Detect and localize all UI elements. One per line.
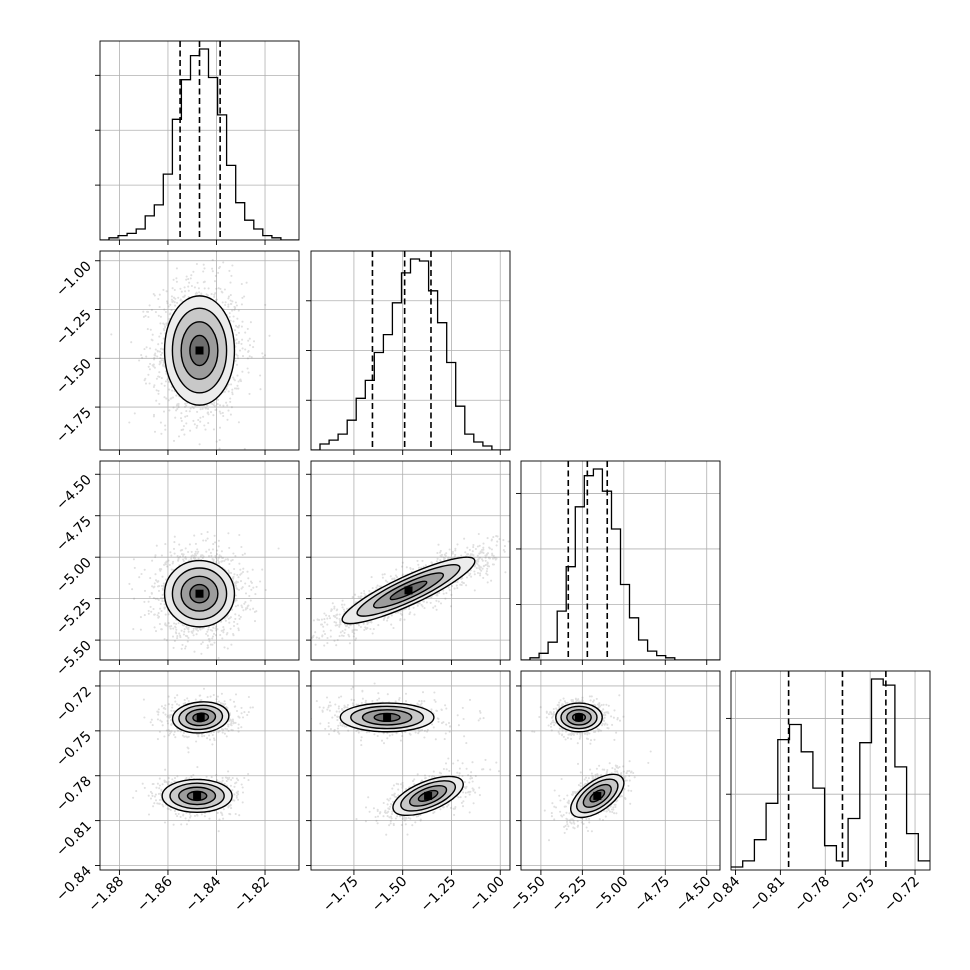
x-tick-label: −1.75 <box>320 874 362 916</box>
density-peak <box>424 791 433 800</box>
x-tick-label: −0.78 <box>791 874 833 916</box>
x-tick-label: −1.00 <box>466 874 508 916</box>
scatter-panel-4-1-data <box>132 687 254 833</box>
y-tick-label: −4.75 <box>53 513 95 555</box>
y-tick-label: −4.50 <box>53 472 95 514</box>
x-tick-label: −1.25 <box>418 874 460 916</box>
histogram-panel-1-frame <box>99 40 300 241</box>
y-tick-label: −5.50 <box>53 638 95 680</box>
histogram-panel-3-frame <box>520 460 721 661</box>
scatter-panel-4-1-frame <box>99 670 300 871</box>
scatter-panel-2-1-data <box>110 259 271 450</box>
scatter-panel-4-2-background <box>311 671 510 870</box>
scatter-panel-4-3-data <box>531 694 652 842</box>
x-tick-label: −5.00 <box>590 874 632 916</box>
scatter-panel-2-1-frame <box>99 250 300 451</box>
y-tick-label: −5.25 <box>53 596 95 638</box>
x-tick-label: −5.50 <box>507 874 549 916</box>
histogram-panel-3-data <box>521 461 720 660</box>
density-peak <box>195 589 204 598</box>
scatter-panel-3-2-frame <box>310 460 511 661</box>
scatter-panel-3-2-data <box>311 532 510 647</box>
x-tick-label: −0.75 <box>836 874 878 916</box>
density-peak <box>193 791 202 800</box>
histogram-step <box>311 258 510 450</box>
y-tick-label: −0.78 <box>53 773 95 815</box>
density-peak <box>196 713 205 722</box>
histogram-panel-2-data <box>311 251 510 450</box>
y-tick-label: −1.00 <box>53 258 95 300</box>
density-peak <box>404 586 413 595</box>
scatter-panel-4-2-data <box>311 682 501 836</box>
density-peak <box>593 791 602 800</box>
histogram-step <box>521 468 720 660</box>
scatter-panel-4-3-background <box>521 671 720 870</box>
x-tick-label: −1.82 <box>231 874 273 916</box>
x-tick-label: −0.72 <box>881 874 923 916</box>
density-peak <box>195 346 204 355</box>
histogram-panel-4-frame <box>730 670 931 871</box>
scatter-panel-3-1-data <box>128 531 280 660</box>
histogram-panel-4-data <box>731 671 930 870</box>
x-tick-label: −0.81 <box>747 874 789 916</box>
density-peak <box>383 713 392 722</box>
y-tick-label: −0.84 <box>53 863 95 905</box>
histogram-panel-4-background <box>731 671 930 870</box>
y-tick-label: −1.50 <box>53 356 95 398</box>
histogram-panel-2-frame <box>310 250 511 451</box>
scatter-panel-3-2-background <box>311 461 510 660</box>
scatter-panel-4-3-frame <box>520 670 721 871</box>
x-tick-label: −5.25 <box>549 874 591 916</box>
x-tick-label: −1.50 <box>369 874 411 916</box>
x-tick-label: −1.88 <box>86 874 128 916</box>
histogram-panel-1-data <box>100 41 299 240</box>
y-tick-label: −1.75 <box>53 405 95 447</box>
x-tick-label: −1.84 <box>183 873 225 915</box>
y-tick-label: −0.81 <box>53 818 95 860</box>
x-tick-label: −1.86 <box>134 873 176 915</box>
scatter-panel-4-2-frame <box>310 670 511 871</box>
y-tick-label: −1.25 <box>53 307 95 349</box>
histogram-step <box>731 678 930 868</box>
scatter-panel-4-1-background <box>100 671 299 870</box>
y-tick-label: −5.00 <box>53 555 95 597</box>
scatter-panel-3-1-frame <box>99 460 300 661</box>
density-peak <box>575 713 583 722</box>
y-tick-label: −0.72 <box>53 684 95 726</box>
x-tick-label: −4.75 <box>631 874 673 916</box>
y-tick-label: −0.75 <box>53 728 95 770</box>
